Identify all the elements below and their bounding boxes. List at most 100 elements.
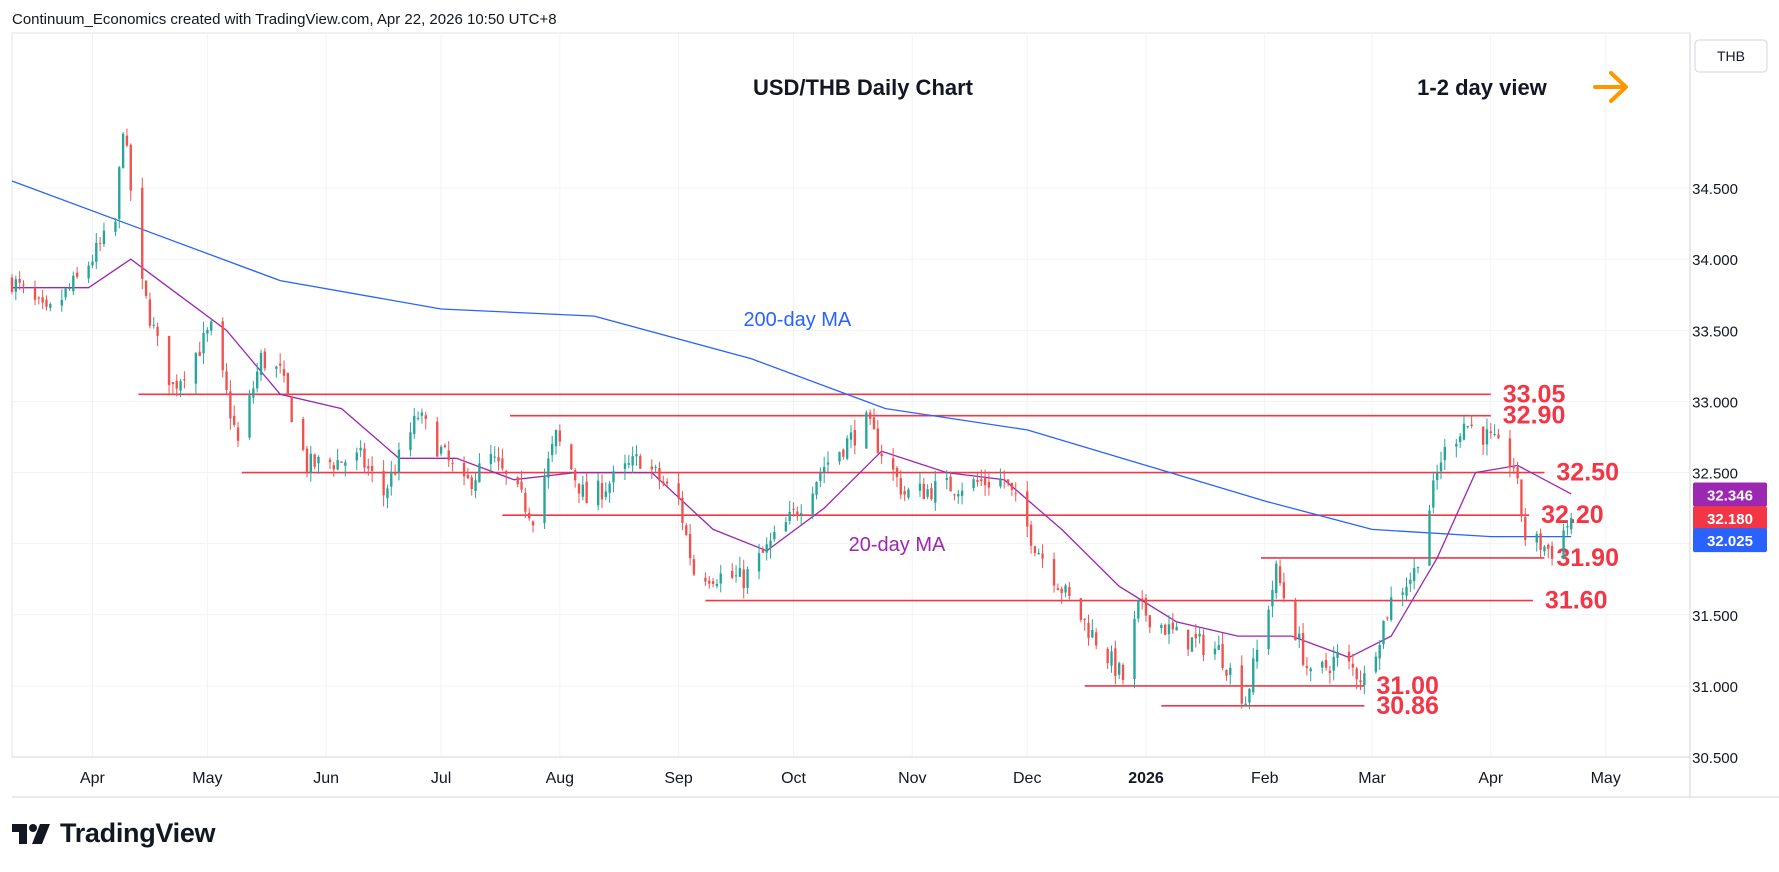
- candle: [550, 435, 554, 463]
- candle-body: [1167, 624, 1171, 635]
- candle-body: [627, 463, 630, 465]
- candle-body: [738, 568, 742, 577]
- candle-body: [305, 448, 309, 473]
- candle: [1190, 637, 1194, 653]
- candle: [715, 579, 719, 589]
- candle: [520, 470, 523, 493]
- candle-body: [1121, 664, 1125, 680]
- candle: [528, 507, 531, 521]
- candle: [773, 525, 776, 542]
- candle-body: [1026, 491, 1029, 527]
- candle-body: [1351, 663, 1355, 668]
- candle-body: [501, 458, 504, 469]
- candle-body: [202, 332, 205, 354]
- candle-body: [903, 491, 906, 495]
- candle: [121, 131, 125, 169]
- tradingview-footer[interactable]: TradingView: [12, 818, 216, 849]
- candle-body: [880, 453, 883, 457]
- candle-body: [1363, 673, 1366, 686]
- candle-body: [1570, 518, 1573, 530]
- candle-body: [635, 454, 638, 457]
- candle-body: [784, 522, 788, 532]
- candle-body: [278, 363, 282, 366]
- candle: [1087, 614, 1090, 646]
- candle-body: [148, 299, 152, 326]
- candle: [1117, 661, 1121, 680]
- candle: [275, 365, 278, 378]
- candle-body: [313, 454, 316, 467]
- candle-body: [1309, 668, 1312, 672]
- candle-body: [144, 280, 148, 296]
- candle: [631, 446, 634, 474]
- candle-body: [658, 467, 661, 481]
- candle-body: [409, 432, 412, 451]
- candle: [41, 289, 44, 310]
- candle-body: [1328, 670, 1332, 673]
- y-tick-label: 33.500: [1692, 323, 1738, 340]
- candle-body: [1221, 643, 1224, 668]
- y-tick-label: 31.500: [1692, 608, 1738, 625]
- candle: [439, 444, 443, 457]
- candle-body: [10, 277, 14, 292]
- candle-body: [788, 511, 791, 522]
- candle: [1328, 665, 1332, 684]
- candle-body: [1052, 559, 1056, 586]
- candle-body: [1244, 703, 1247, 706]
- currency-badge[interactable]: [1694, 39, 1768, 73]
- price-tag-label: 32.025: [1707, 533, 1753, 550]
- candle: [478, 453, 481, 483]
- view-label: 1-2 day view: [1417, 75, 1548, 100]
- candle-body: [1336, 652, 1339, 659]
- candle-body: [983, 477, 987, 486]
- candle: [263, 348, 267, 372]
- candle: [156, 322, 159, 347]
- candle: [1198, 627, 1201, 644]
- level-label: 31.00: [1376, 672, 1439, 700]
- candle-body: [845, 438, 849, 459]
- candle-body: [355, 452, 358, 461]
- candle-body: [558, 430, 562, 442]
- candle: [1060, 586, 1063, 605]
- candle: [72, 271, 75, 296]
- candle: [784, 517, 788, 532]
- candle-body: [524, 493, 527, 512]
- candle-body: [1271, 589, 1274, 607]
- candle-body: [1305, 665, 1309, 669]
- candle: [1416, 566, 1420, 574]
- candle-body: [210, 321, 213, 331]
- candle: [10, 274, 14, 295]
- candle: [1409, 572, 1412, 593]
- candle: [141, 177, 144, 290]
- candle: [1432, 471, 1435, 514]
- candle-body: [340, 461, 343, 463]
- candle: [236, 421, 240, 448]
- candle-body: [1010, 482, 1014, 490]
- candle: [1321, 660, 1324, 674]
- candle: [612, 465, 615, 493]
- candle-body: [953, 494, 956, 496]
- candle: [183, 371, 186, 389]
- x-tick-label: Feb: [1251, 770, 1279, 787]
- candle: [1114, 640, 1117, 685]
- candle: [252, 380, 255, 404]
- candle: [987, 471, 991, 496]
- candle: [1332, 646, 1335, 681]
- candle-body: [531, 521, 535, 526]
- candle: [1282, 572, 1286, 603]
- candle: [1014, 482, 1017, 502]
- candle: [635, 445, 638, 466]
- ma200-line: [11, 180, 1572, 538]
- level-label: 32.90: [1503, 402, 1566, 430]
- candle-body: [1508, 438, 1512, 468]
- candle-body: [865, 412, 868, 449]
- x-tick-label: Dec: [1013, 770, 1041, 787]
- candle: [1336, 644, 1339, 667]
- y-tick-label: 32.500: [1692, 466, 1738, 483]
- candle-body: [129, 144, 132, 191]
- candle-body: [1160, 624, 1163, 629]
- candle: [1524, 508, 1527, 546]
- candle: [558, 424, 562, 447]
- candle-body: [999, 478, 1002, 487]
